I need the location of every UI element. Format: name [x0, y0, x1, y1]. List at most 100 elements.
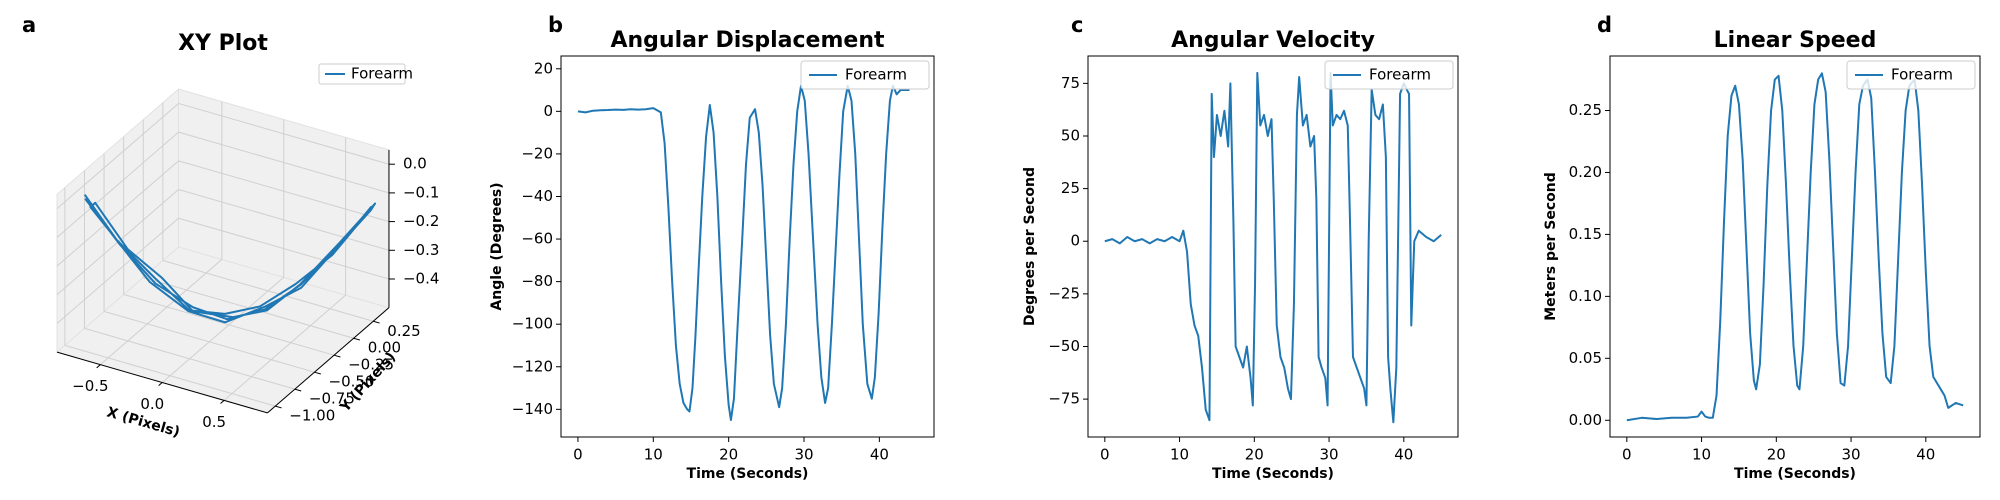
y-tick-label: −0.75 [309, 390, 355, 408]
chart-title: Angular Velocity [1171, 28, 1375, 53]
y-tick-label: 0 [543, 102, 553, 120]
grid-line [100, 259, 223, 366]
y-tick-label: 0.20 [1569, 163, 1602, 181]
y-tick [333, 354, 341, 358]
grid-line [56, 217, 179, 324]
chart-title: XY Plot [178, 31, 268, 56]
legend-label: Forearm [845, 66, 907, 84]
x-tick-label: 20 [719, 446, 738, 464]
y-axis-label: Degrees per Second [1022, 167, 1038, 326]
chart-title: Linear Speed [1714, 28, 1877, 53]
x-axis-line [56, 351, 268, 414]
y-axis-label: Angle (Degrees) [489, 182, 505, 310]
legend-label: Forearm [1369, 66, 1431, 84]
grid-line [56, 131, 179, 238]
z-tick-label: 0.0 [403, 155, 427, 173]
x-tick-label: 0 [1622, 446, 1632, 464]
x-tick-label: 0 [1100, 446, 1110, 464]
grid-line [162, 260, 374, 322]
x-axis-label: Time (Seconds) [1212, 466, 1334, 482]
y-tick-label: −20 [521, 144, 553, 162]
grid-line [161, 276, 285, 383]
y-tick-label: 0.10 [1569, 287, 1602, 305]
x-tick-label: 40 [1916, 446, 1935, 464]
y-tick-label: 0.05 [1569, 349, 1602, 367]
grid-line [178, 131, 390, 194]
z-tick-label: −0.3 [403, 241, 439, 259]
x-tick [158, 382, 163, 387]
y-tick-label: −0.50 [329, 373, 375, 391]
series-line [1626, 72, 1964, 422]
grid-line [56, 103, 179, 210]
y-tick-label: 0.25 [1569, 101, 1602, 119]
grid-line [56, 160, 179, 267]
y-tick [373, 320, 380, 324]
y-tick-label: 0.15 [1569, 225, 1602, 243]
x-tick-label: 40 [1394, 446, 1413, 464]
legend-label: Forearm [351, 65, 413, 83]
y-tick-label: −100 [512, 315, 553, 333]
panel-label: b [548, 13, 563, 37]
y-tick-label: −50 [1048, 337, 1080, 355]
y-tick-label: −25 [1048, 284, 1080, 302]
x-tick-label: 40 [870, 446, 889, 464]
y-tick-label: 0 [1070, 232, 1080, 250]
x-tick-label: 20 [1245, 446, 1264, 464]
y-tick-label: −60 [521, 230, 553, 248]
x-tick-label: 0.0 [140, 395, 164, 413]
legend-label: Forearm [1891, 66, 1953, 84]
y-tick-label: −80 [521, 272, 553, 290]
x-tick [220, 400, 225, 404]
y-tick-label: −75 [1048, 390, 1080, 408]
grid-line [178, 217, 390, 280]
y-tick-label: −0.25 [348, 356, 394, 374]
y-axis-line [267, 307, 390, 414]
x-axis-label: Time (Seconds) [1734, 466, 1856, 482]
z-tick-label: −0.1 [403, 183, 439, 201]
y-tick-label: 50 [1061, 126, 1080, 144]
x-tick-label: 20 [1767, 446, 1786, 464]
y-tick [275, 405, 282, 409]
grid-line [123, 293, 335, 356]
plot-frame [560, 55, 935, 438]
legend [318, 63, 406, 85]
y-tick-label: 20 [534, 59, 553, 77]
x-tick-label: 10 [1692, 446, 1711, 464]
grid-line [103, 310, 315, 373]
panel-label: a [22, 13, 36, 37]
grid-line [84, 327, 296, 390]
grid-line [223, 294, 346, 401]
legend [1846, 60, 1976, 90]
chart-title: Angular Displacement [610, 28, 884, 53]
x-tick-label: 30 [1842, 446, 1861, 464]
grid-line [143, 276, 354, 339]
y-tick [314, 371, 321, 375]
panel-label: c [1071, 13, 1083, 37]
y-tick-label: 75 [1061, 74, 1080, 92]
series-line [83, 194, 377, 324]
y-tick-label: −40 [521, 187, 553, 205]
x-tick-label: −0.5 [72, 377, 108, 395]
grid-line [64, 344, 276, 407]
x-tick-label: 30 [1320, 446, 1339, 464]
y-tick-label: −120 [512, 357, 553, 375]
z-tick-label: −0.2 [403, 212, 439, 230]
grid-line [178, 160, 390, 223]
grid-line [178, 102, 390, 165]
y-tick-label: 25 [1061, 179, 1080, 197]
series-line [1104, 71, 1442, 424]
series-line [577, 84, 910, 421]
legend [800, 60, 930, 90]
y-tick [353, 337, 361, 341]
y-tick-label: 0.00 [368, 339, 401, 357]
x-tick-label: 0.5 [202, 413, 226, 431]
panel-label: d [1597, 13, 1612, 37]
plot-frame [1087, 55, 1459, 438]
legend [1324, 60, 1454, 90]
y-tick [294, 388, 302, 392]
x-tick-label: 30 [794, 446, 813, 464]
x-tick-label: 0 [573, 446, 583, 464]
y-tick-label: −140 [512, 400, 553, 418]
grid-line [178, 189, 390, 251]
